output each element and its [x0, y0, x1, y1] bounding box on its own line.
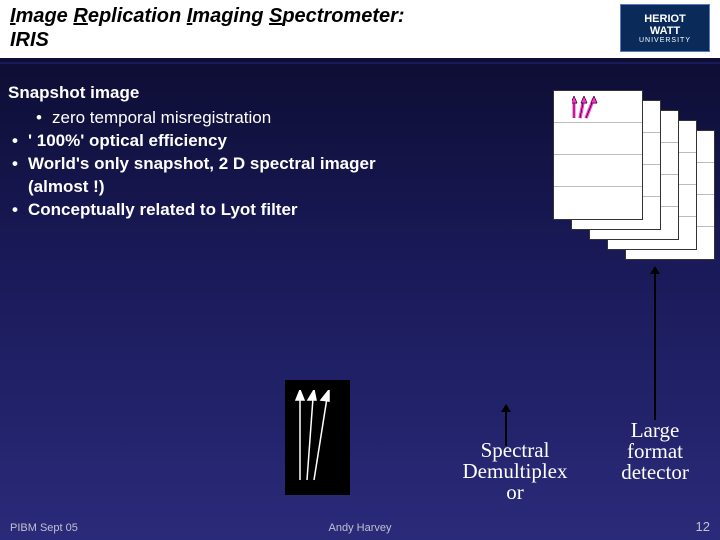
logo-text-top: HERIOT: [644, 13, 686, 25]
spectral-demultiplexer-box: [285, 380, 350, 495]
bullet-heading: Snapshot image: [8, 82, 388, 105]
header: Image Replication Imaging Spectrometer: …: [0, 0, 720, 58]
content-block: Snapshot image zero temporal misregistra…: [8, 82, 388, 222]
pointer-to-detector: [654, 272, 656, 420]
logo-text-bottom: WATT: [650, 25, 680, 37]
label-spectral-demultiplexer: Spectral Demultiplex or: [440, 440, 590, 503]
footer-center: Andy Harvey: [0, 522, 720, 534]
blackbox-arrow-icon: [295, 390, 340, 485]
bullet-3: Conceptually related to Lyot filter: [8, 199, 388, 222]
header-divider: [0, 62, 720, 64]
bullet-sub-0: zero temporal misregistration: [8, 107, 388, 130]
title-char-R: R: [73, 5, 87, 27]
university-logo: HERIOT WATT UNIVERSITY: [620, 4, 710, 52]
slide: Image Replication Imaging Spectrometer: …: [0, 0, 720, 540]
spectral-arrows-icon: [572, 96, 632, 216]
slide-title: Image Replication Imaging Spectrometer: …: [10, 4, 405, 52]
bullet-2: World's only snapshot, 2 D spectral imag…: [8, 153, 388, 199]
label-large-format-detector: Large format detector: [600, 420, 710, 483]
logo-text-sub: UNIVERSITY: [639, 37, 691, 44]
diagram-area: [400, 100, 710, 450]
detector-panel: [553, 90, 643, 220]
title-char-S: S: [269, 5, 282, 27]
title-line2: IRIS: [10, 29, 49, 51]
footer-right: 12: [696, 519, 710, 534]
bullet-1: ' 100%' optical efficiency: [8, 130, 388, 153]
